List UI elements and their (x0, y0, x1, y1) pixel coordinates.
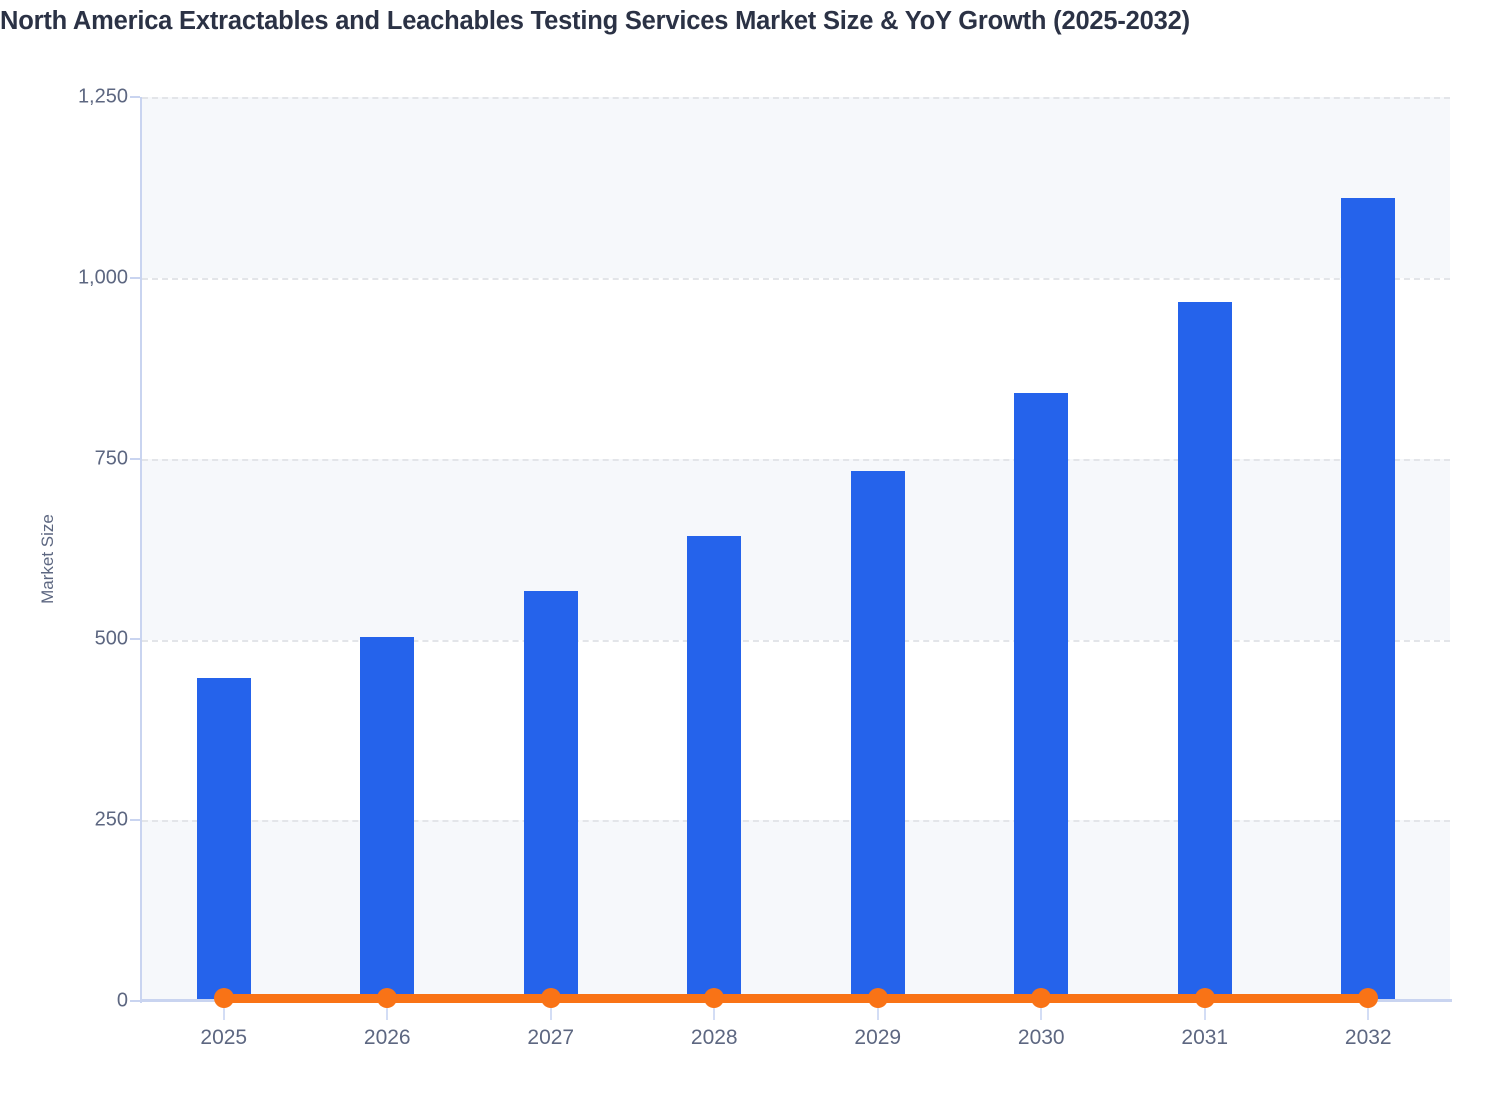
bar-2031[interactable] (1177, 301, 1232, 1001)
y-tick-mark-500 (130, 638, 140, 641)
y-tick-label-1000: 1,000 (77, 266, 128, 289)
plot-band-1000-1250 (142, 97, 1450, 278)
x-tick-label-2026: 2026 (363, 1026, 411, 1049)
x-tick-mark-2032 (1367, 1002, 1370, 1020)
x-tick-mark-2030 (1040, 1002, 1043, 1020)
bar-2032[interactable] (1341, 197, 1396, 1001)
plot-band-500-750 (142, 459, 1450, 640)
page-title: North America Extractables and Leachable… (0, 7, 1190, 35)
x-tick-mark-2025 (222, 1002, 225, 1020)
bar-2027[interactable] (523, 590, 578, 1001)
x-tick-mark-2026 (386, 1002, 389, 1020)
y-tick-mark-1000 (130, 276, 140, 279)
bar-2029[interactable] (850, 470, 905, 1001)
x-tick-label-2027: 2027 (527, 1026, 575, 1049)
x-tick-mark-2027 (549, 1002, 552, 1020)
gridline-750 (142, 459, 1450, 461)
y-tick-mark-0 (130, 1000, 140, 1002)
y-tick-label-0: 0 (116, 989, 128, 1012)
bar-2030[interactable] (1014, 392, 1069, 1001)
x-tick-mark-2028 (713, 1002, 716, 1020)
y-tick-label-250: 250 (94, 808, 128, 831)
plot-band-0-250 (142, 820, 1450, 1001)
x-tick-label-2032: 2032 (1344, 1026, 1392, 1049)
y-tick-mark-1250 (130, 96, 140, 98)
gridline-250 (142, 820, 1450, 822)
x-tick-label-2029: 2029 (854, 1026, 902, 1049)
bar-2028[interactable] (687, 535, 742, 1001)
y-axis-ticks: 0 250 500 750 1,000 1,250 (0, 0, 128, 1120)
gridline-1250 (142, 97, 1450, 99)
y-tick-mark-250 (130, 819, 140, 822)
y-tick-mark-750 (130, 457, 140, 460)
x-tick-label-2028: 2028 (690, 1026, 738, 1049)
y-tick-label-1250: 1,250 (77, 85, 128, 108)
y-tick-label-500: 500 (94, 627, 128, 650)
y-tick-label-750: 750 (94, 447, 128, 470)
plot-area (142, 97, 1450, 1001)
bar-2025[interactable] (196, 677, 251, 1001)
gridline-500 (142, 640, 1450, 642)
bar-2026[interactable] (360, 637, 415, 1001)
x-tick-label-2031: 2031 (1181, 1026, 1229, 1049)
x-tick-mark-2029 (876, 1002, 879, 1020)
gridline-1000 (142, 278, 1450, 280)
x-tick-label-2025: 2025 (200, 1026, 248, 1049)
bars-layer (142, 97, 1450, 1001)
x-tick-mark-2031 (1203, 1002, 1206, 1020)
y-axis-line (140, 97, 142, 1003)
x-tick-label-2030: 2030 (1017, 1026, 1065, 1049)
